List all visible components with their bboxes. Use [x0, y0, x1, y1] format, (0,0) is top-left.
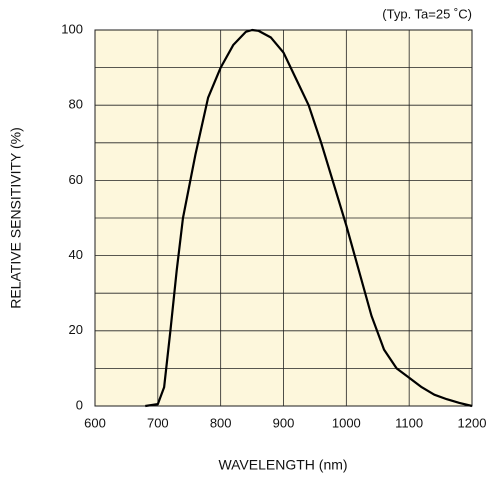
- y-tick-label: 100: [61, 21, 83, 36]
- x-tick-label: 1200: [458, 415, 487, 430]
- y-tick-label: 20: [69, 322, 83, 337]
- x-tick-label: 800: [210, 415, 232, 430]
- y-tick-label: 40: [69, 247, 83, 262]
- x-tick-label: 700: [147, 415, 169, 430]
- x-tick-label: 900: [273, 415, 295, 430]
- x-tick-label: 1100: [395, 415, 423, 430]
- annotation: (Typ. Ta=25 ˚C): [382, 6, 472, 21]
- line: [145, 28, 473, 408]
- x-axis-label: WAVELENGTH (nm): [218, 457, 347, 473]
- x-tick-label: 600: [84, 415, 106, 430]
- y-tick-label: 80: [69, 97, 83, 112]
- y-tick-label: 0: [76, 397, 83, 412]
- y-tick-label: 60: [69, 172, 83, 187]
- y-axis-label: RELATIVE SENSITIVITY (%): [8, 127, 24, 309]
- x-tick-label: 1000: [332, 415, 361, 430]
